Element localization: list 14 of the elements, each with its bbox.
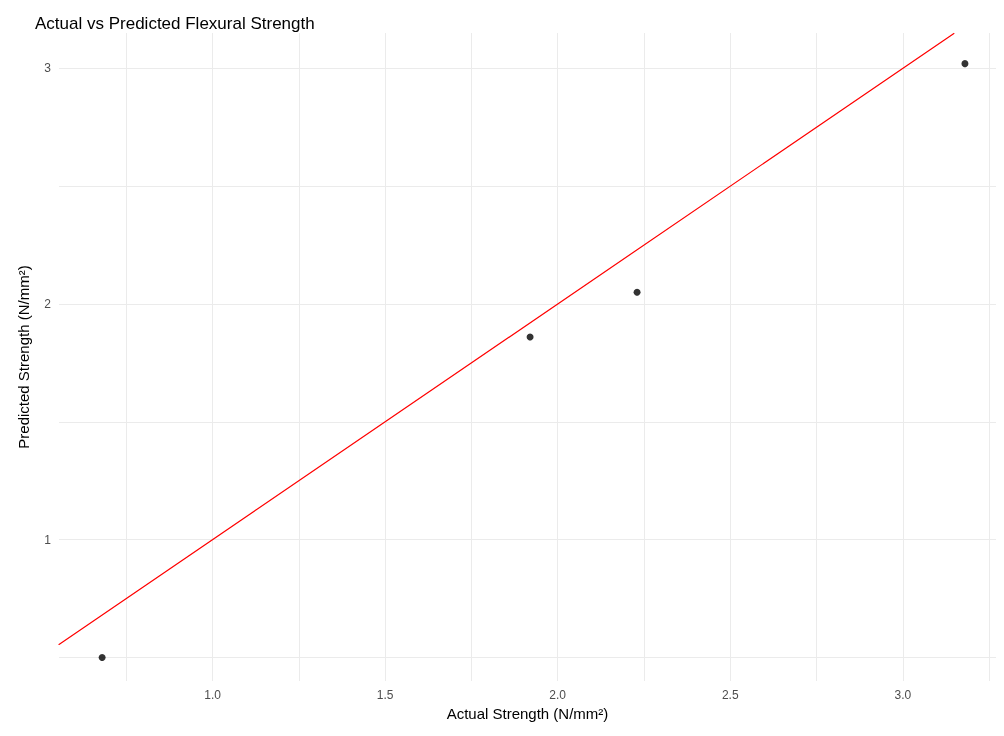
chart-title: Actual vs Predicted Flexural Strength bbox=[35, 14, 315, 33]
x-tick-label: 1.5 bbox=[376, 688, 394, 702]
y-tick-label: 1 bbox=[44, 532, 52, 547]
y-axis-title: Predicted Strength (N/mm²) bbox=[15, 265, 32, 449]
x-tick-label: 3.0 bbox=[894, 688, 912, 702]
x-axis-title: Actual Strength (N/mm²) bbox=[446, 704, 609, 722]
x-tick-label: 1.0 bbox=[204, 688, 222, 702]
x-tick-label: 2.0 bbox=[549, 688, 567, 702]
point bbox=[961, 60, 969, 68]
x-tick-label: 2.5 bbox=[721, 688, 739, 702]
point bbox=[633, 288, 641, 296]
point bbox=[98, 653, 106, 661]
y-tick-label: 2 bbox=[44, 296, 52, 311]
y-tick-label: 3 bbox=[44, 61, 52, 76]
